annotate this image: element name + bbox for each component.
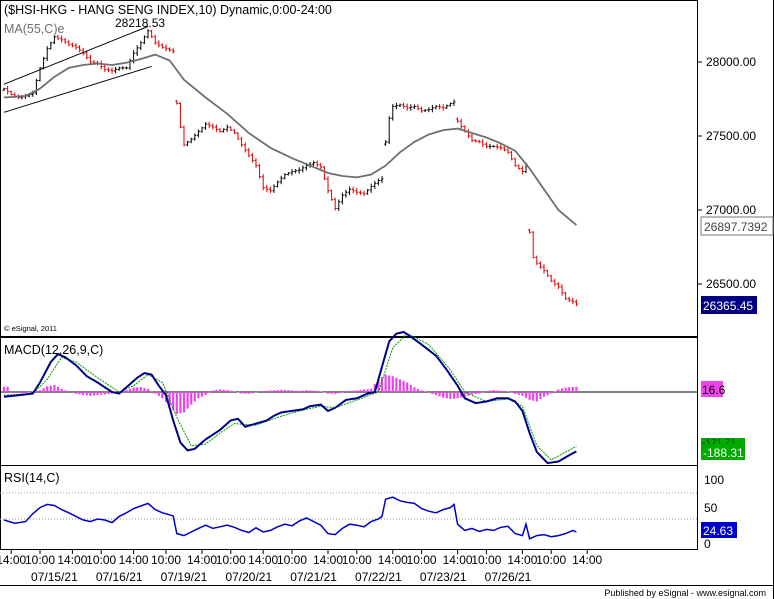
rsi-value: 24.63: [703, 524, 733, 538]
price-tick-label: 27500.00: [706, 129, 756, 143]
ma-value-box: [700, 216, 774, 236]
macd-value: -188.31: [703, 446, 744, 460]
time-tick-label: 10:00: [216, 553, 246, 567]
macd-signal-value: -171.71: [702, 438, 736, 449]
rsi-panel-frame: [0, 465, 698, 550]
rsi-tick-50: 50: [704, 501, 718, 515]
date-tick-label: 07/19/21: [161, 570, 208, 584]
macd-line: [3, 330, 577, 465]
macd-hist-value-box: [701, 381, 723, 397]
time-tick-label: 10:00: [151, 553, 181, 567]
date-tick-label: 07/21/21: [290, 570, 337, 584]
price-tick-label: 26500.00: [706, 277, 756, 291]
date-tick-label: 07/20/21: [225, 570, 272, 584]
time-tick-label: 10:00: [25, 553, 55, 567]
time-tick-label: 10:00: [86, 553, 116, 567]
rsi-grid: [0, 492, 697, 520]
price-tick-label: 27000.00: [706, 203, 756, 217]
date-tick-label: 07/22/21: [355, 570, 402, 584]
time-tick-label: 10:00: [277, 553, 307, 567]
macd-signal-value-box: [701, 438, 745, 448]
channel-upper-line: [3, 26, 149, 85]
time-tick-label: 14:00: [187, 553, 217, 567]
time-tick-label: 14:00: [443, 553, 473, 567]
time-tick-label: 14:00: [0, 553, 27, 567]
time-tick-label: 14:00: [313, 553, 343, 567]
rsi-tick-0: 0: [704, 537, 711, 551]
date-tick-label: 07/16/21: [96, 570, 143, 584]
time-tick-label: 14:00: [119, 553, 149, 567]
price-candles: [2, 29, 578, 307]
time-tick-label: 10:00: [471, 553, 501, 567]
chart-title: ($HSI-HKG - HANG SENG INDEX,10) Dynamic,…: [4, 3, 332, 17]
ma-value-label: 26897.7392: [704, 220, 768, 234]
price-tick-label: 28000.00: [706, 55, 756, 69]
time-axis: 14:0010:0014:0010:0014:0010:0014:0010:00…: [0, 550, 603, 584]
rsi-tick-100: 100: [704, 473, 724, 487]
time-tick-label: 14:00: [572, 553, 602, 567]
time-tick-label: 14:00: [507, 553, 537, 567]
rsi-value-box: [701, 522, 737, 538]
price-panel-frame: [0, 0, 698, 337]
peak-annotation: 28218.53: [115, 16, 165, 30]
date-tick-label: 07/23/21: [420, 570, 467, 584]
ma-line: [3, 53, 577, 226]
macd-signal-line: [3, 332, 577, 461]
published-label: Published by eSignal - www.esignal.com: [604, 588, 766, 598]
date-tick-label: 07/15/21: [31, 570, 78, 584]
time-tick-label: 10:00: [407, 553, 437, 567]
time-tick-label: 14:00: [248, 553, 278, 567]
time-tick-label: 14:00: [378, 553, 408, 567]
macd-hist-value: 16.6: [702, 383, 726, 397]
time-tick-label: 14:00: [57, 553, 87, 567]
macd-histogram: [2, 374, 578, 415]
time-tick-label: 10:00: [342, 553, 372, 567]
last-price-box: [701, 296, 757, 314]
rsi-line: [3, 496, 577, 540]
copyright-label: © eSignal, 2011: [4, 324, 57, 333]
rsi-title: RSI(14,C): [4, 471, 60, 485]
macd-value-box: [701, 444, 745, 460]
last-price-label: 26365.45: [703, 299, 753, 313]
ma-label: MA(55,C)e: [4, 22, 64, 36]
price-axis: 28000.00 27500.00 27000.00 26500.00: [697, 55, 756, 291]
date-tick-label: 07/26/21: [485, 570, 532, 584]
macd-panel-frame: [0, 337, 698, 466]
channel-lower-line: [3, 65, 152, 113]
time-tick-label: 10:00: [536, 553, 566, 567]
macd-title: MACD(12,26,9,C): [4, 343, 103, 357]
